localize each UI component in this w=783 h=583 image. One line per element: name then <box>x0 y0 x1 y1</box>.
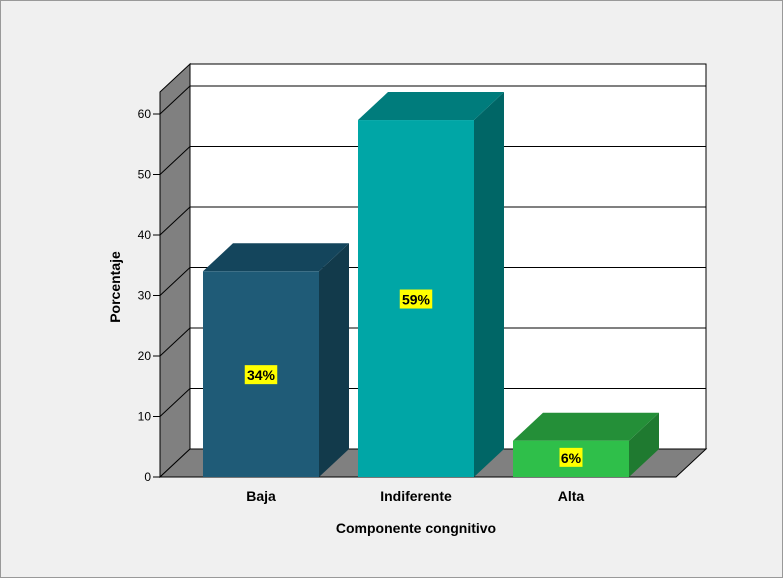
bar-top <box>513 412 659 441</box>
bar-top <box>203 243 349 272</box>
bar-indiferente: 59% <box>358 92 504 478</box>
y-tick-label: 40 <box>138 228 152 242</box>
data-label: 6% <box>561 450 582 466</box>
gridline-side <box>159 146 191 175</box>
data-label: 59% <box>402 292 431 308</box>
gridline-side <box>159 388 191 417</box>
y-tick-label: 30 <box>138 289 152 303</box>
y-tick-label: 50 <box>138 168 152 182</box>
bar-side <box>629 412 659 477</box>
data-label: 34% <box>247 367 276 383</box>
bar-alta: 6% <box>513 412 659 477</box>
y-tick-label: 60 <box>138 107 152 121</box>
bar-baja: 34% <box>203 243 349 477</box>
y-tick-label: 0 <box>144 470 151 484</box>
gridline-side <box>159 267 191 296</box>
gridline-side <box>159 85 191 115</box>
data-label-bg <box>244 365 278 385</box>
side-wall <box>159 62 191 479</box>
bar-side <box>319 243 349 477</box>
bars: 34% 59% 6% <box>203 92 659 478</box>
data-label-bg <box>559 447 583 467</box>
data-label-bg <box>399 289 433 309</box>
y-axis-label: Porcentaje <box>107 251 123 323</box>
gridline-side <box>159 206 191 236</box>
x-tick-label: Baja <box>246 488 276 504</box>
x-tick-label: Alta <box>558 488 585 504</box>
y-tick-label: 10 <box>138 410 152 424</box>
x-tick-label: Indiferente <box>380 488 452 504</box>
bar-side <box>474 92 504 478</box>
x-axis-label: Componente congnitivo <box>336 520 496 536</box>
y-axis: 0 10 20 30 40 50 60 Baja Indiferente Alta <box>138 92 585 504</box>
gridline-side <box>159 327 191 357</box>
y-tick-label: 20 <box>138 349 152 363</box>
bar-top <box>358 92 504 121</box>
